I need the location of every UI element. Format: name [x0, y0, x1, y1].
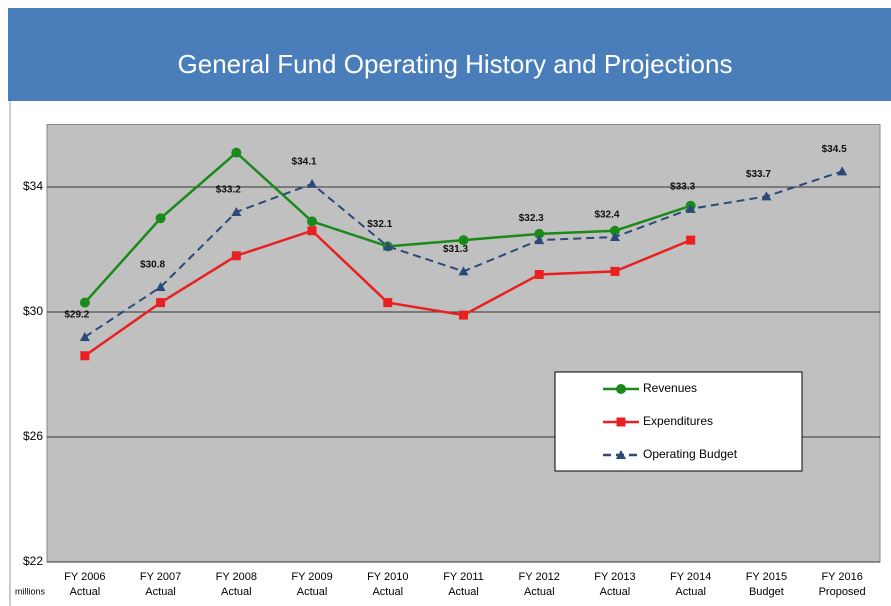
data-point [79, 332, 90, 341]
x-tick-label: FY 2008 [216, 571, 257, 583]
plot-area [46, 124, 881, 563]
data-point [231, 207, 242, 216]
x-tick-sublabel: Actual [600, 586, 631, 598]
y-tick-label: $34 [23, 179, 43, 193]
data-point [458, 235, 469, 246]
value-label: $34.1 [292, 157, 317, 168]
legend-swatch-marker [616, 450, 626, 459]
data-point [534, 235, 545, 245]
data-point [534, 228, 545, 239]
x-tick-sublabel: Actual [372, 586, 403, 598]
data-point [231, 147, 242, 158]
data-point [458, 266, 469, 276]
header-band [8, 8, 891, 101]
value-label: $32.4 [594, 210, 619, 221]
x-tick-sublabel: Actual [675, 586, 706, 598]
x-tick-label: FY 2015 [746, 571, 787, 583]
data-point [609, 232, 620, 241]
value-label: $34.5 [822, 144, 847, 155]
value-label: $32.3 [519, 213, 544, 224]
data-point [231, 251, 241, 261]
data-point [609, 225, 620, 236]
x-tick-sublabel: Actual [448, 586, 479, 598]
y-tick-label: $26 [23, 429, 43, 443]
x-tick-label: FY 2016 [821, 571, 862, 583]
chart-title: General Fund Operating History and Proje… [178, 49, 733, 79]
data-point [156, 298, 166, 308]
data-point [685, 203, 696, 213]
data-point [307, 226, 317, 236]
x-tick-sublabel: Budget [749, 586, 784, 598]
x-tick-label: FY 2011 [443, 571, 484, 583]
data-point [155, 282, 166, 291]
x-tick-label: FY 2009 [291, 571, 332, 583]
data-point [383, 298, 393, 308]
data-point [761, 191, 772, 201]
x-tick-sublabel: Actual [145, 586, 176, 598]
x-tick-label: FY 2012 [519, 571, 560, 583]
value-label: $33.2 [216, 185, 241, 196]
x-tick-sublabel: Actual [524, 586, 555, 598]
value-label: $32.1 [367, 219, 392, 230]
x-tick-label: FY 2007 [140, 571, 181, 583]
data-point [155, 213, 166, 224]
x-tick-label: FY 2014 [670, 571, 711, 583]
data-point [307, 216, 318, 227]
value-label: $31.3 [443, 244, 468, 255]
y-tick-label: $30 [23, 304, 43, 318]
x-tick-sublabel: Proposed [819, 586, 866, 598]
value-label: $33.3 [670, 182, 695, 193]
x-tick-sublabel: Actual [70, 586, 101, 598]
data-point [79, 297, 90, 308]
x-tick-sublabel: Actual [297, 586, 328, 598]
value-label: $29.2 [64, 310, 89, 321]
data-point [610, 266, 620, 276]
data-point [837, 166, 848, 176]
data-point [80, 351, 90, 361]
legend-swatch-marker [616, 417, 626, 427]
x-tick-sublabel: Actual [221, 586, 252, 598]
value-label: $33.7 [746, 169, 771, 180]
x-tick-label: FY 2010 [367, 571, 408, 583]
data-point [382, 241, 393, 251]
legend-label: Expenditures [643, 414, 713, 428]
legend-label: Revenues [643, 381, 697, 395]
x-tick-label: FY 2013 [594, 571, 635, 583]
y-tick-label: $22 [23, 554, 43, 568]
value-label: $30.8 [140, 260, 165, 271]
unit-label: millions [15, 586, 46, 596]
data-point [459, 310, 468, 320]
data-point [534, 270, 544, 279]
legend-box [554, 371, 803, 472]
data-point [307, 178, 318, 188]
data-point [686, 235, 696, 245]
legend-swatch-marker [616, 384, 626, 394]
legend-label: Operating Budget [643, 447, 738, 461]
x-tick-label: FY 2006 [64, 571, 105, 583]
